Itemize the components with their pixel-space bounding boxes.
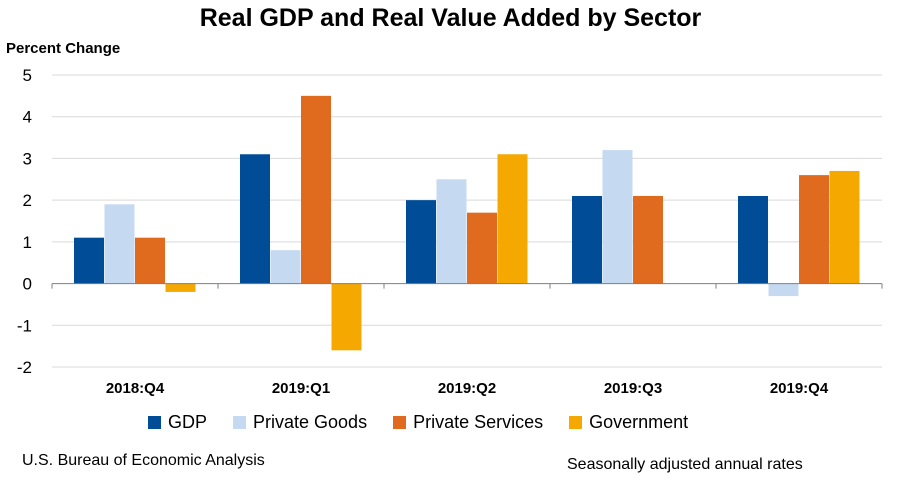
chart-title: Real GDP and Real Value Added by Sector [199, 4, 702, 32]
y-axis-label: Percent Change [6, 40, 121, 57]
bar-government [497, 154, 528, 284]
bar-private-services [799, 175, 829, 284]
y-tick-label: 2 [23, 191, 32, 210]
legend-label: Private Services [413, 412, 544, 432]
x-tick-label: 2019:Q4 [770, 380, 829, 397]
bar-gdp [74, 237, 104, 284]
x-tick-label: 2019:Q3 [604, 380, 662, 397]
bar-gdp [240, 154, 270, 284]
bar-gdp [738, 195, 768, 284]
x-tick-label: 2019:Q1 [272, 380, 330, 397]
bar-private-services [467, 212, 497, 284]
bar-private-services [135, 237, 165, 284]
legend-label: Government [589, 412, 689, 432]
bar-private-goods [270, 250, 301, 284]
legend-label: GDP [168, 412, 208, 432]
bar-government [331, 283, 362, 351]
source-text: U.S. Bureau of Economic Analysis [22, 452, 265, 469]
y-tick-label: 4 [23, 108, 32, 127]
legend-item: Private Goods [233, 412, 367, 433]
legend-item: GDP [148, 412, 207, 433]
bar-private-services [301, 95, 331, 284]
legend-item: Government [569, 412, 688, 433]
legend-swatch [233, 416, 247, 429]
bar-government [829, 170, 860, 284]
y-tick-label: -1 [17, 316, 32, 335]
bar-private-goods [768, 283, 799, 297]
bar-private-goods [436, 179, 467, 284]
legend-swatch [148, 416, 161, 429]
note-text: Seasonally adjusted annual rates [567, 456, 803, 473]
x-tick-label: 2019:Q2 [438, 380, 496, 397]
legend: GDP Private Goods Private Services Governme… [148, 412, 714, 433]
y-tick-label: 1 [23, 233, 32, 252]
legend-label: Private Goods [253, 412, 368, 432]
y-tick-label: 3 [23, 149, 32, 168]
bar-government [165, 283, 196, 292]
x-tick-label: 2018:Q4 [106, 380, 165, 397]
y-tick-label: 0 [23, 275, 32, 294]
bar-private-services [633, 195, 663, 284]
legend-swatch [569, 416, 583, 429]
legend-item: Private Services [393, 412, 543, 433]
y-tick-label: 5 [23, 66, 32, 85]
bar-gdp [406, 200, 436, 284]
legend-swatch [393, 416, 407, 429]
bar-gdp [572, 195, 602, 284]
bar-private-goods [602, 150, 633, 284]
y-tick-label: -2 [17, 358, 32, 377]
bar-private-goods [104, 204, 135, 284]
